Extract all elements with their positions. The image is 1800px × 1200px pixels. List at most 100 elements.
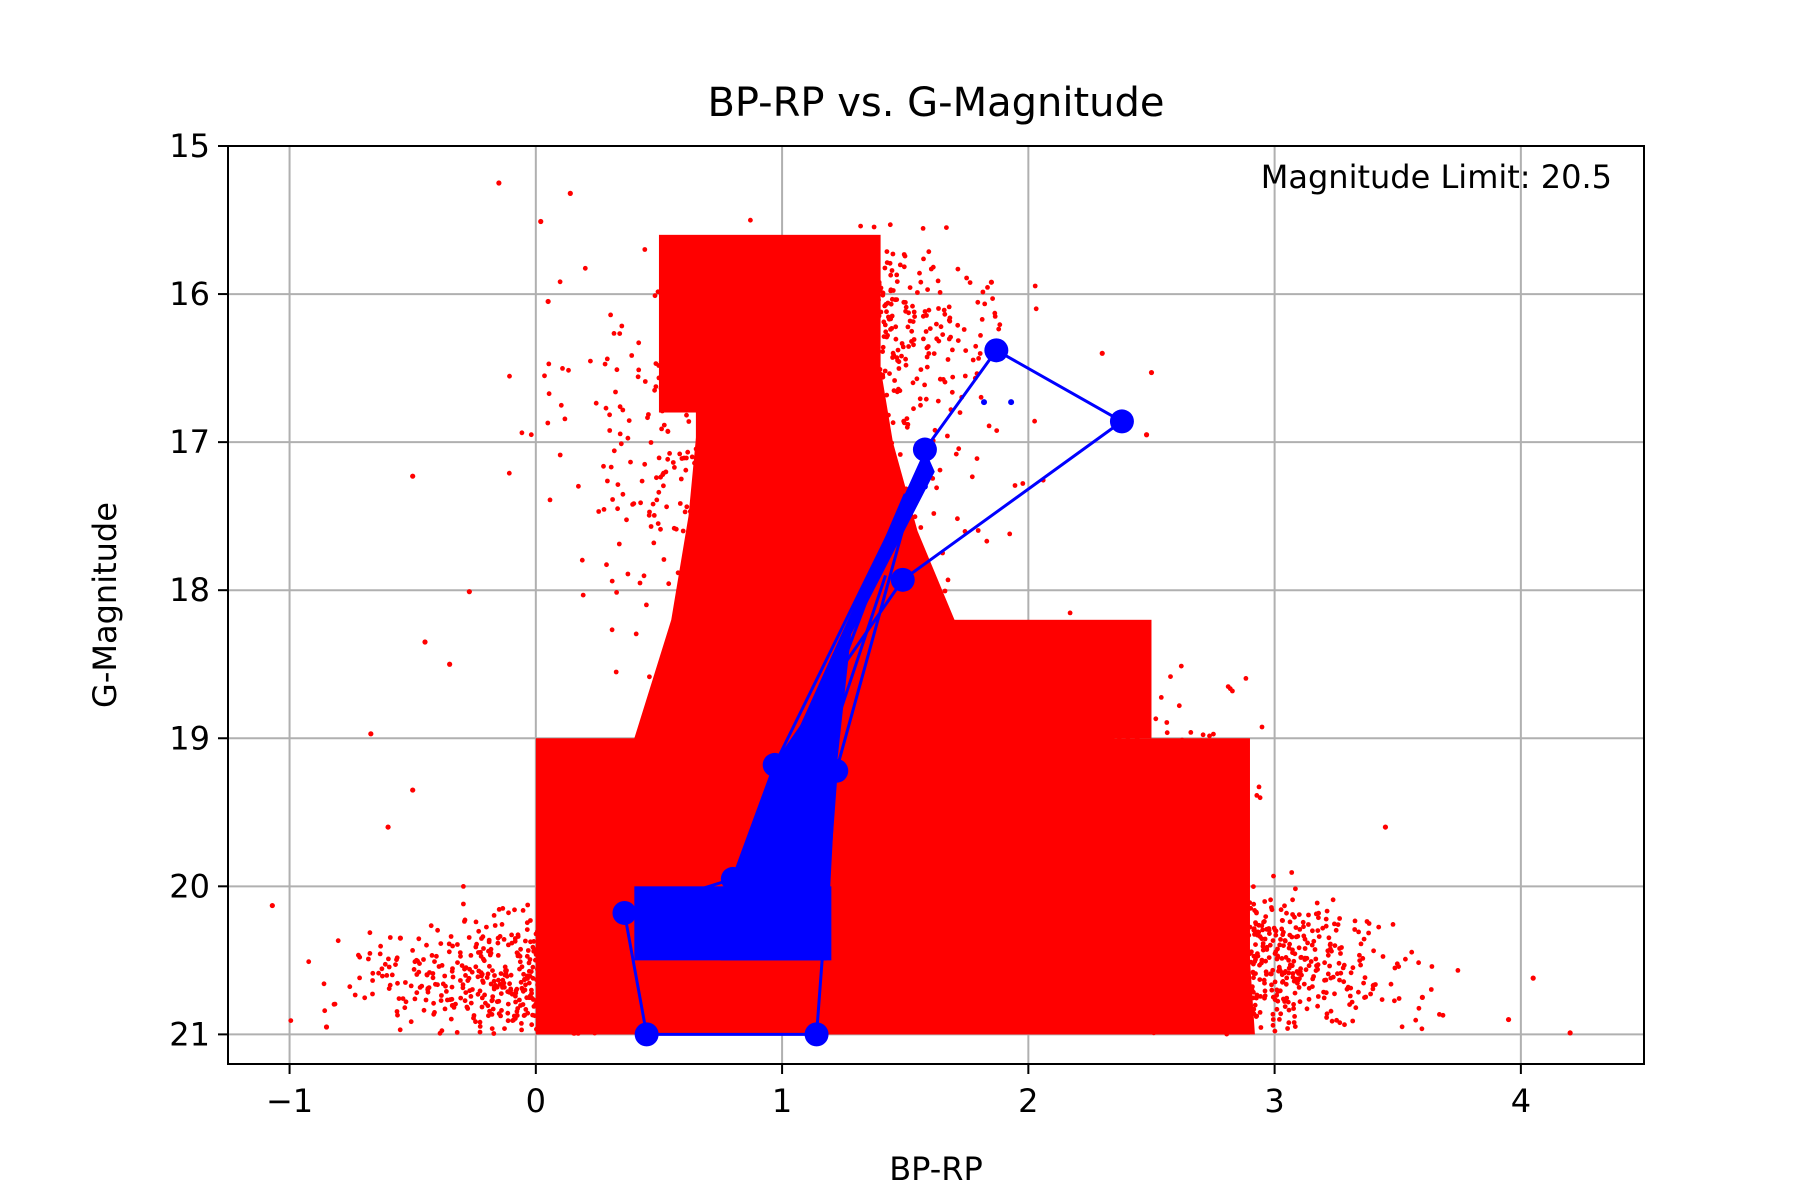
star-point xyxy=(915,746,921,752)
star-point xyxy=(634,1007,640,1012)
star-point xyxy=(1169,928,1174,933)
star-point xyxy=(771,246,777,252)
star-point xyxy=(930,817,935,823)
star-point xyxy=(1179,935,1185,941)
star-point xyxy=(539,944,545,950)
star-point xyxy=(894,778,900,784)
star-point xyxy=(1301,981,1307,987)
star-point xyxy=(859,468,865,474)
star-point xyxy=(514,1013,520,1018)
star-point xyxy=(795,456,801,462)
star-point xyxy=(505,1010,511,1016)
star-point xyxy=(831,500,837,505)
star-point xyxy=(711,460,716,466)
star-point xyxy=(660,990,665,995)
isochrone-small-point xyxy=(981,399,988,406)
star-point xyxy=(851,525,856,531)
star-point xyxy=(1300,919,1306,925)
star-point xyxy=(1248,959,1254,965)
star-point xyxy=(687,563,693,569)
star-point xyxy=(909,339,914,344)
star-point xyxy=(902,723,907,729)
star-point xyxy=(686,271,692,277)
star-point xyxy=(752,321,758,327)
star-point xyxy=(652,293,658,299)
star-point xyxy=(1091,676,1096,682)
star-point xyxy=(986,871,992,876)
star-point xyxy=(825,240,831,246)
star-point xyxy=(1170,971,1175,977)
star-point xyxy=(863,858,869,863)
star-point xyxy=(574,886,579,892)
star-point xyxy=(890,288,896,293)
star-point xyxy=(1285,999,1291,1005)
star-point xyxy=(1292,1024,1298,1029)
star-point xyxy=(1324,1011,1330,1017)
star-point xyxy=(948,839,954,845)
star-point xyxy=(765,410,771,416)
star-point xyxy=(897,770,903,775)
star-point xyxy=(1310,928,1315,934)
star-point xyxy=(775,315,781,321)
star-point xyxy=(549,899,555,904)
star-point xyxy=(477,1024,483,1029)
star-point xyxy=(720,351,726,357)
star-point xyxy=(949,389,955,395)
star-point xyxy=(1274,992,1280,998)
star-point xyxy=(1007,787,1013,793)
star-point xyxy=(1241,836,1247,841)
star-point xyxy=(857,560,863,566)
star-point xyxy=(538,1023,543,1029)
star-point xyxy=(1083,838,1089,843)
star-point xyxy=(1176,972,1182,978)
star-point xyxy=(565,994,571,999)
star-point xyxy=(765,357,771,362)
star-point xyxy=(610,961,615,966)
star-point xyxy=(831,543,837,549)
star-point xyxy=(431,1000,436,1006)
star-point xyxy=(601,993,607,998)
star-point xyxy=(832,526,838,532)
star-point xyxy=(1262,899,1268,904)
star-point xyxy=(876,431,882,436)
star-point xyxy=(1087,768,1093,773)
star-point xyxy=(1232,991,1238,997)
star-point xyxy=(960,698,966,704)
star-point xyxy=(1075,786,1081,791)
star-point xyxy=(764,310,769,316)
star-point xyxy=(581,1011,587,1016)
star-point xyxy=(853,341,858,346)
star-point xyxy=(482,992,487,998)
star-point xyxy=(837,289,842,295)
star-point xyxy=(928,266,934,272)
star-point xyxy=(1262,988,1268,994)
star-point xyxy=(1141,915,1146,920)
star-point xyxy=(642,247,648,252)
star-point xyxy=(653,384,659,389)
star-point xyxy=(889,268,895,273)
star-point xyxy=(1253,971,1258,976)
star-point xyxy=(1014,720,1020,726)
star-point xyxy=(1413,1017,1419,1023)
star-point xyxy=(1388,981,1394,987)
star-point xyxy=(1173,947,1178,953)
star-point xyxy=(1327,963,1332,969)
star-point xyxy=(448,934,454,939)
star-point xyxy=(910,319,916,324)
star-point xyxy=(553,990,558,996)
star-point xyxy=(1309,942,1315,948)
star-point xyxy=(1238,953,1244,959)
star-point xyxy=(713,503,719,509)
star-point xyxy=(1023,798,1028,804)
star-point xyxy=(1215,948,1220,954)
star-point xyxy=(778,366,784,371)
star-point xyxy=(897,452,903,457)
star-point xyxy=(839,534,845,539)
star-point xyxy=(1184,900,1190,905)
star-point xyxy=(1085,796,1090,802)
star-point xyxy=(920,613,926,619)
star-point xyxy=(866,818,872,823)
star-point xyxy=(636,969,642,975)
star-point xyxy=(597,936,602,942)
